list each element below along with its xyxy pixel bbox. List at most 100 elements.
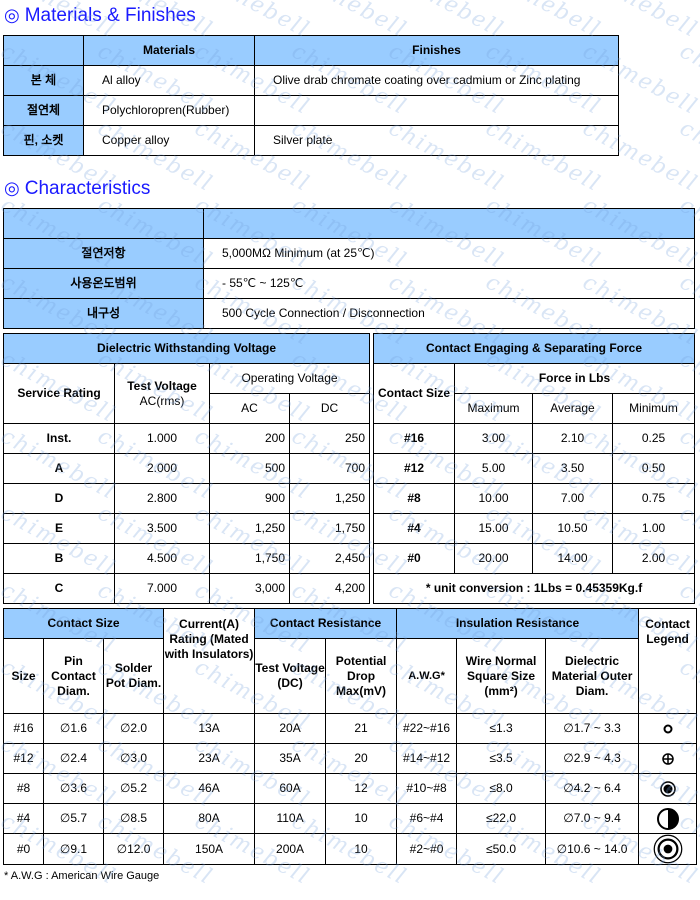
awg-header: A.W.G*	[396, 638, 458, 714]
pin-contact-cell: ∅2.4	[43, 743, 104, 774]
potential-drop-cell: 20	[325, 743, 398, 774]
small-ring-icon	[663, 724, 673, 733]
awg-footnote: * A.W.G : American Wire Gauge	[4, 870, 160, 882]
outer-diam-cell: ∅10.6 ~ 14.0	[545, 833, 640, 865]
characteristics-title: ◎ Characteristics	[4, 178, 151, 199]
row-label: 핀, 소켓	[3, 125, 84, 156]
maximum-header: Maximum	[454, 393, 533, 424]
table-row: E 3.500 1,250 1,750	[3, 513, 371, 544]
ac-cell: 3,000	[209, 573, 290, 604]
finishes-header: Finishes	[254, 35, 619, 66]
solder-pot-header: Solder Pot Diam.	[102, 638, 165, 714]
service-rating-cell: D	[3, 483, 115, 514]
dc-cell: 700	[288, 453, 371, 484]
table-row: #4 ∅5.7 ∅8.5 80A 110A 10 #6~#4 ≤22.0 ∅7.0 ~ 9.4	[3, 803, 698, 834]
test-voltage-cell: 2.800	[114, 483, 210, 514]
table-row: D 2.800 900 1,250	[3, 483, 371, 514]
insulation-resistance-header: Insulation Resistance	[396, 608, 640, 639]
finish-cell: Olive drab chromate coating over cadmium…	[254, 65, 619, 96]
test-voltage-cell: 2.000	[114, 453, 210, 484]
current-cell: 150A	[163, 833, 256, 865]
maximum-cell: 20.00	[454, 543, 533, 574]
potential-drop-cell: 10	[325, 833, 398, 865]
half-circle-icon	[656, 807, 679, 830]
size-cell: #4	[3, 803, 44, 834]
size-cell: #8	[3, 773, 44, 804]
materials-title: ◎ Materials & Finishes	[4, 5, 196, 26]
contact-size-header: Contact Size	[2, 608, 165, 639]
table-row: Inst. 1.000 200 250	[3, 423, 371, 454]
operating-voltage-header: Operating Voltage	[208, 363, 371, 394]
minimum-cell: 1.00	[611, 513, 696, 544]
finish-cell: Silver plate	[254, 125, 619, 156]
materials-header-blank	[3, 35, 84, 66]
table-row: #4 15.00 10.50 1.00	[373, 513, 696, 544]
ac-header: AC	[209, 393, 290, 424]
size-cell: #0	[3, 833, 44, 865]
test-voltage-cell: 7.000	[114, 573, 210, 604]
legend-cell	[638, 743, 698, 774]
bullseye-icon	[659, 780, 676, 797]
row-label: 본 체	[3, 65, 84, 96]
materials-table: Materials Finishes 본 체 Al alloy Olive drab …	[3, 35, 619, 156]
current-rating-header: Current(A) Rating (Mated with Insulators…	[163, 608, 256, 714]
maximum-cell: 3.00	[454, 423, 533, 454]
minimum-cell: 0.25	[611, 423, 696, 454]
outer-diam-cell: ∅2.9 ~ 4.3	[545, 743, 640, 774]
ac-cell: 900	[209, 483, 290, 514]
dielectric-title: Dielectric Withstanding Voltage	[2, 333, 371, 364]
contact-size-header: Contact Size	[373, 363, 455, 424]
dc-cell: 2,450	[288, 543, 371, 574]
header-blank	[203, 208, 695, 239]
maximum-cell: 5.00	[454, 453, 533, 484]
test-voltage-dc-header: Test Voltage (DC)	[254, 638, 327, 714]
current-cell: 46A	[163, 773, 256, 804]
average-cell: 7.00	[532, 483, 613, 514]
pin-contact-cell: ∅3.6	[43, 773, 104, 804]
legend-cell	[638, 713, 698, 744]
table-row: #8 ∅3.6 ∅5.2 46A 60A 12 #10~#8 ≤8.0 ∅4.2 ~ 6.4	[3, 773, 698, 804]
row-label: 사용온도범위	[3, 268, 204, 299]
contact-size-cell: #8	[373, 483, 455, 514]
force-in-lbs-header: Force in Lbs	[453, 363, 696, 394]
test-voltage-cell: 60A	[254, 773, 327, 804]
test-voltage-cell: 1.000	[114, 423, 210, 454]
material-cell: Al alloy	[83, 65, 255, 96]
table-row: #12 5.00 3.50 0.50	[373, 453, 696, 484]
wire-size-cell: ≤3.5	[456, 743, 547, 774]
legend-cell	[638, 833, 698, 865]
table-row: #0 20.00 14.00 2.00	[373, 543, 696, 574]
service-rating-cell: Inst.	[3, 423, 115, 454]
dielectric-table: Dielectric Withstanding Voltage Service …	[2, 333, 371, 604]
current-cell: 13A	[163, 713, 256, 744]
material-cell: Copper alloy	[83, 125, 255, 156]
table-row: C 7.000 3,000 4,200	[3, 573, 371, 604]
ac-cell: 200	[209, 423, 290, 454]
value-cell: 5,000MΩ Minimum (at 25℃)	[203, 238, 695, 269]
contact-size-cell: #16	[373, 423, 455, 454]
contact-size-cell: #0	[373, 543, 455, 574]
materials-header: Materials	[83, 35, 255, 66]
maximum-cell: 15.00	[454, 513, 533, 544]
table-row: 내구성 500 Cycle Connection / Disconnection	[3, 298, 695, 329]
outer-diam-cell: ∅1.7 ~ 3.3	[545, 713, 640, 744]
material-cell: Polychloropren(Rubber)	[83, 95, 255, 126]
dc-cell: 1,750	[288, 513, 371, 544]
ac-cell: 1,750	[209, 543, 290, 574]
value-cell: - 55℃ ~ 125℃	[203, 268, 695, 299]
minimum-cell: 0.50	[611, 453, 696, 484]
outer-diam-cell: ∅4.2 ~ 6.4	[545, 773, 640, 804]
test-voltage-cell: 200A	[254, 833, 327, 865]
wire-size-header: Wire Normal Square Size (mm²)	[456, 638, 547, 714]
potential-drop-cell: 12	[325, 773, 398, 804]
average-cell: 2.10	[532, 423, 613, 454]
solder-pot-cell: ∅8.5	[102, 803, 165, 834]
potential-drop-cell: 21	[325, 713, 398, 744]
value-cell: 500 Cycle Connection / Disconnection	[203, 298, 695, 329]
service-rating-cell: C	[3, 573, 115, 604]
pin-contact-cell: ∅1.6	[43, 713, 104, 744]
ac-cell: 500	[209, 453, 290, 484]
size-cell: #16	[3, 713, 44, 744]
contact-size-cell: #12	[373, 453, 455, 484]
double-circle-icon: ◎	[4, 178, 20, 198]
